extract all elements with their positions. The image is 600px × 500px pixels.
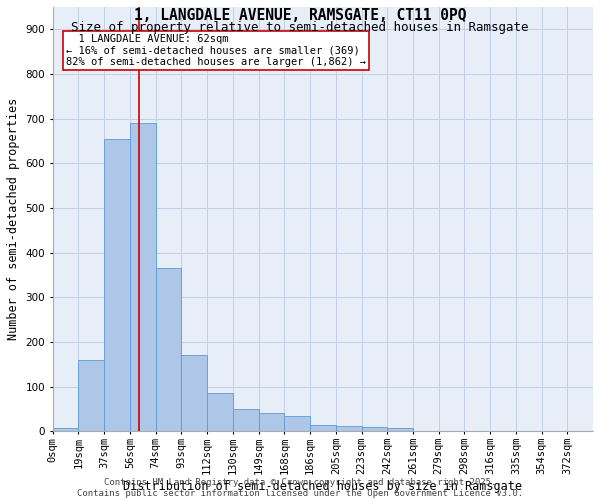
Text: 1 LANGDALE AVENUE: 62sqm
← 16% of semi-detached houses are smaller (369)
82% of : 1 LANGDALE AVENUE: 62sqm ← 16% of semi-d… (65, 34, 365, 67)
Text: Contains HM Land Registry data © Crown copyright and database right 2025.
Contai: Contains HM Land Registry data © Crown c… (77, 478, 523, 498)
Text: Size of property relative to semi-detached houses in Ramsgate: Size of property relative to semi-detach… (71, 21, 529, 34)
Bar (207, 394, 233, 432)
Bar (387, 428, 413, 432)
Bar (79, 360, 104, 432)
X-axis label: Distribution of semi-detached houses by size in Ramsgate: Distribution of semi-detached houses by … (124, 480, 523, 493)
Bar (155, 268, 181, 432)
Bar (233, 409, 259, 432)
Bar (336, 426, 362, 432)
Bar (181, 356, 207, 432)
Bar (259, 412, 284, 432)
Bar (310, 424, 336, 432)
Bar (53, 428, 79, 432)
Y-axis label: Number of semi-detached properties: Number of semi-detached properties (7, 98, 20, 340)
Bar (130, 123, 155, 432)
Bar (284, 416, 310, 432)
Bar (362, 427, 387, 432)
Text: 1, LANGDALE AVENUE, RAMSGATE, CT11 0PQ: 1, LANGDALE AVENUE, RAMSGATE, CT11 0PQ (134, 8, 466, 22)
Bar (104, 139, 130, 432)
